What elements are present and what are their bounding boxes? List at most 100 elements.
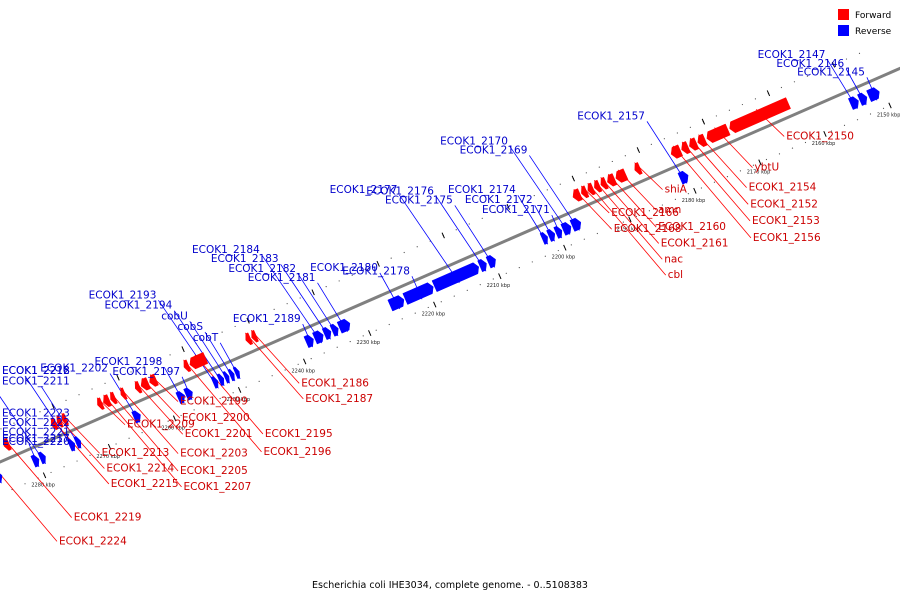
- gene-ecok1-2220: [0, 473, 3, 484]
- connector-ecok1-2219: [3, 438, 72, 518]
- label-amn: amn: [658, 204, 681, 216]
- connector-ecok1-2176: [435, 196, 487, 272]
- tick-label: 2240 kbp: [291, 368, 315, 374]
- label-ecok1-2180: ECOK1_2180: [310, 262, 378, 274]
- minor-tick: [26, 416, 28, 419]
- forward-gene-labels: ECOK1_2150 ybtU ECOK1_2154 ECOK1_2152 ECOK1_…: [59, 131, 854, 548]
- minor-tick: [24, 483, 26, 485]
- tick-label: 2220 kbp: [422, 312, 446, 318]
- label-cobs: cobS: [177, 321, 203, 333]
- label-ecok1-2146: ECOK1_2146: [776, 58, 844, 70]
- minor-tick: [284, 369, 286, 371]
- gene-ecok1-2201: [134, 380, 143, 394]
- label-ecok1-2145: ECOK1_2145: [797, 66, 865, 78]
- minor-tick: [585, 172, 587, 174]
- tick-mark: [181, 346, 185, 353]
- label-ecok1-2157: ECOK1_2157: [577, 110, 645, 122]
- tick-label: 2190 kbp: [617, 226, 641, 232]
- tick-mark: [701, 118, 706, 125]
- label-ecok1-2170: ECOK1_2170: [440, 136, 508, 148]
- gene-ecok1-2160: [607, 173, 618, 187]
- minor-tick: [390, 257, 392, 259]
- minor-tick: [414, 312, 416, 314]
- minor-tick: [648, 210, 650, 212]
- label-ecok1-2175: ECOK1_2175: [385, 194, 453, 206]
- minor-tick: [778, 153, 781, 155]
- tick-label: 2160 kbp: [812, 141, 836, 147]
- minor-tick: [453, 295, 455, 297]
- minor-tick: [570, 244, 572, 246]
- tick-mark: [368, 330, 372, 336]
- minor-tick: [466, 289, 468, 291]
- label-ecok1-2224: ECOK1_2224: [59, 535, 127, 547]
- gene-ecok1-2214: [56, 415, 64, 428]
- minor-tick: [271, 375, 273, 377]
- minor-tick: [676, 132, 678, 134]
- minor-tick: [455, 229, 457, 231]
- tick-mark: [506, 204, 510, 210]
- minor-tick: [115, 443, 117, 445]
- connector-ecok1-2224: [0, 473, 58, 542]
- minor-tick: [804, 141, 807, 144]
- minor-tick: [869, 113, 872, 115]
- minor-tick: [819, 69, 822, 72]
- tick-mark: [636, 147, 641, 154]
- minor-tick: [258, 380, 260, 382]
- label-ecok1-2212: ECOK1_2212: [2, 365, 70, 377]
- connector-ecok1-2153: [681, 141, 751, 222]
- connector-ecok1-2193: [158, 300, 219, 389]
- gene-ecok1-2193: [210, 376, 219, 389]
- minor-tick: [65, 399, 67, 401]
- legend: Forward Reverse: [838, 9, 892, 37]
- label-ecok1-2217: ECOK1_2217: [2, 433, 70, 445]
- label-ecok1-2197: ECOK1_2197: [112, 366, 180, 378]
- minor-tick: [219, 397, 221, 400]
- minor-tick: [622, 221, 624, 223]
- minor-tick: [661, 204, 663, 206]
- minor-tick: [492, 278, 494, 280]
- minor-tick: [234, 325, 236, 328]
- connector-ecok1-2152: [689, 138, 749, 205]
- minor-tick: [427, 306, 429, 309]
- label-ecok1-2193: ECOK1_2193: [89, 289, 157, 301]
- label-ecok1-2205: ECOK1_2205: [180, 465, 248, 477]
- minor-tick: [635, 215, 637, 218]
- gene-ecok1-2171: [553, 225, 563, 239]
- gene-ecok1-2168: [572, 188, 583, 202]
- connector-ecok1-2184: [261, 254, 323, 344]
- tick-label: 2260 kbp: [161, 425, 185, 431]
- gene-ecok1-2157: [677, 170, 689, 185]
- label-ecok1-2184: ECOK1_2184: [192, 244, 260, 256]
- minor-tick: [544, 255, 546, 257]
- legend-label-forward: Forward: [855, 11, 891, 21]
- minor-tick: [481, 217, 483, 219]
- tick-label: 2200 kbp: [552, 255, 576, 261]
- minor-tick: [531, 261, 533, 263]
- minor-tick: [141, 431, 143, 434]
- minor-tick: [663, 138, 665, 140]
- minor-tick: [624, 155, 626, 157]
- gene-ecok1-2166: [581, 185, 590, 199]
- label-ecok1-2171: ECOK1_2171: [482, 204, 550, 216]
- minor-tick: [596, 232, 598, 235]
- label-ecok1-2181: ECOK1_2181: [248, 272, 316, 284]
- minor-tick: [882, 107, 885, 109]
- label-ecok1-2195: ECOK1_2195: [265, 428, 333, 440]
- genome-caption: Escherichia coli IHE3034, complete genom…: [312, 580, 588, 591]
- minor-tick: [13, 422, 15, 424]
- label-ecok1-2207: ECOK1_2207: [184, 481, 252, 493]
- tick-mark: [237, 386, 242, 393]
- label-ecok1-2152: ECOK1_2152: [750, 198, 818, 210]
- connector-ecok1-2170: [509, 146, 571, 235]
- label-ecok1-2177: ECOK1_2177: [330, 184, 398, 196]
- gene-ecok1-2197: [183, 387, 193, 401]
- gene-ecok1-2215: [50, 417, 59, 431]
- minor-tick: [752, 164, 755, 166]
- minor-tick: [232, 392, 234, 394]
- tick-label: 2170 kbp: [747, 169, 771, 175]
- label-cobu: cobU: [161, 310, 188, 322]
- tick-label: 2280 kbp: [31, 482, 55, 488]
- minor-tick: [726, 175, 729, 178]
- gene-cobs: [227, 368, 235, 382]
